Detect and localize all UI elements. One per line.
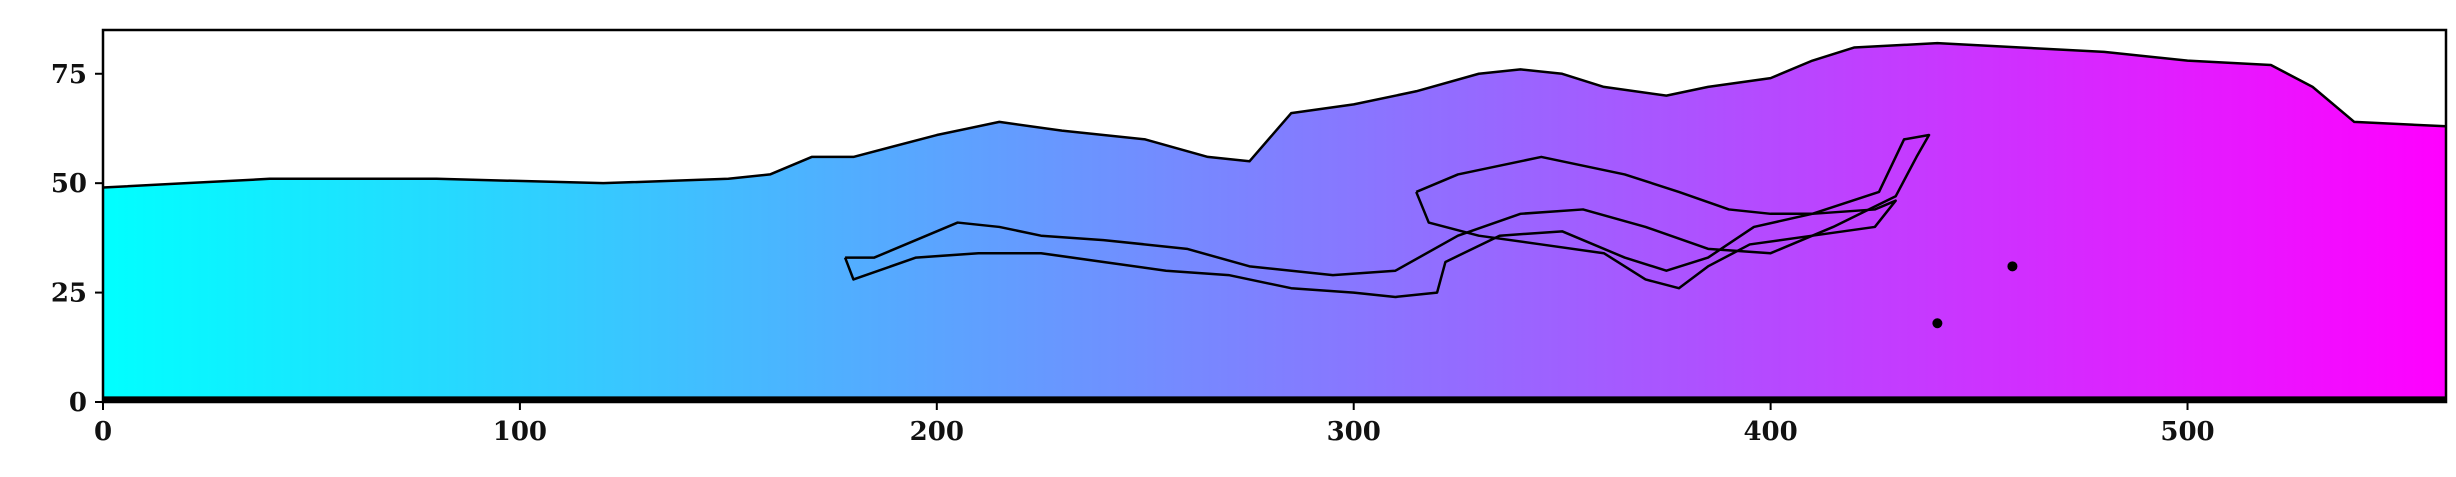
x-tick-label-300: 300 bbox=[1327, 417, 1381, 447]
region-top-outline bbox=[103, 41, 2446, 189]
x-tick-label-0: 0 bbox=[94, 417, 112, 447]
plot-frame bbox=[101, 28, 2448, 404]
x-tick-label-200: 200 bbox=[910, 417, 964, 447]
x-tick-label-500: 500 bbox=[2160, 417, 2214, 447]
patch-0 bbox=[1932, 318, 1943, 329]
patch-1 bbox=[2007, 261, 2018, 272]
y-tick-label-50: 50 bbox=[51, 169, 87, 199]
y-axis: 0 25 50 75 bbox=[51, 60, 103, 418]
contour-line-1 bbox=[1415, 155, 1897, 290]
filled-region bbox=[103, 43, 2446, 402]
x-axis: 0 100 200 300 400 500 bbox=[94, 402, 2215, 447]
contour-line-0 bbox=[843, 133, 1931, 299]
y-tick-label-25: 25 bbox=[51, 279, 87, 309]
x-tick-label-100: 100 bbox=[493, 417, 547, 447]
x-tick-label-400: 400 bbox=[1743, 417, 1797, 447]
plot-layer bbox=[103, 41, 2446, 402]
y-tick-label-0: 0 bbox=[69, 388, 87, 418]
y-tick-label-75: 75 bbox=[51, 60, 87, 90]
